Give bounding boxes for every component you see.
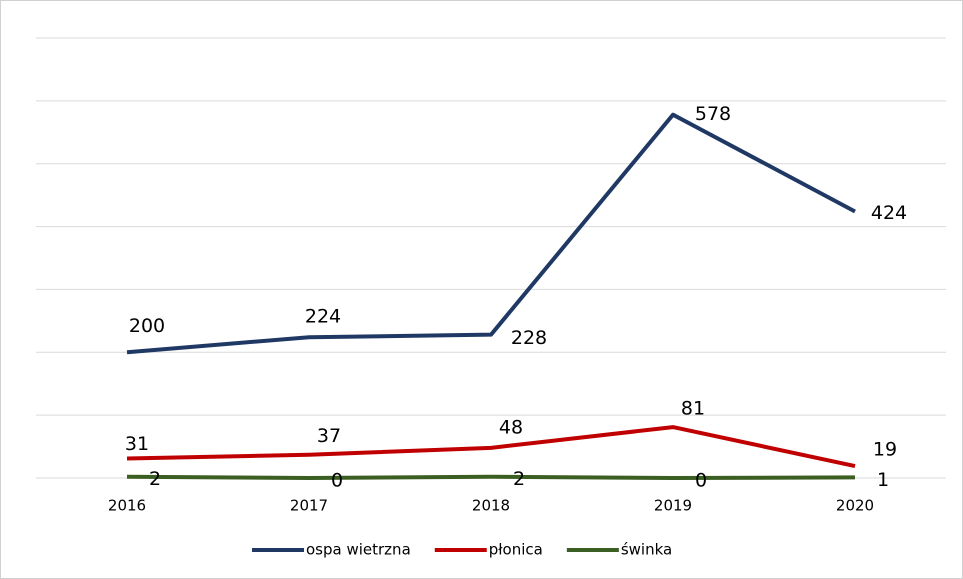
data-label: 0	[331, 470, 343, 492]
data-label: 200	[129, 315, 165, 337]
data-label: 1	[877, 469, 889, 491]
x-tick-label: 2019	[654, 497, 692, 515]
x-tick-label: 2018	[472, 497, 510, 515]
line-series	[126, 425, 856, 469]
line-series	[126, 474, 856, 480]
data-label: 578	[695, 103, 731, 125]
data-label: 2	[149, 468, 161, 490]
x-tick-label: 2017	[290, 497, 328, 515]
data-label: 37	[317, 425, 341, 447]
data-label: 31	[125, 433, 149, 455]
data-label: 81	[681, 398, 705, 420]
data-label: 48	[499, 416, 523, 438]
data-label: 224	[305, 306, 341, 328]
legend-label: płonica	[489, 541, 543, 559]
data-label: 0	[695, 470, 707, 492]
data-label: 19	[873, 439, 897, 461]
x-tick-label: 2020	[836, 497, 874, 515]
data-label: 424	[871, 202, 907, 224]
data-label: 2	[513, 468, 525, 490]
data-label: 228	[511, 327, 547, 349]
legend-label: ospa wietrzna	[306, 541, 411, 559]
legend-label: świnka	[621, 541, 672, 559]
x-tick-label: 2016	[108, 497, 146, 515]
line-series	[126, 112, 856, 355]
